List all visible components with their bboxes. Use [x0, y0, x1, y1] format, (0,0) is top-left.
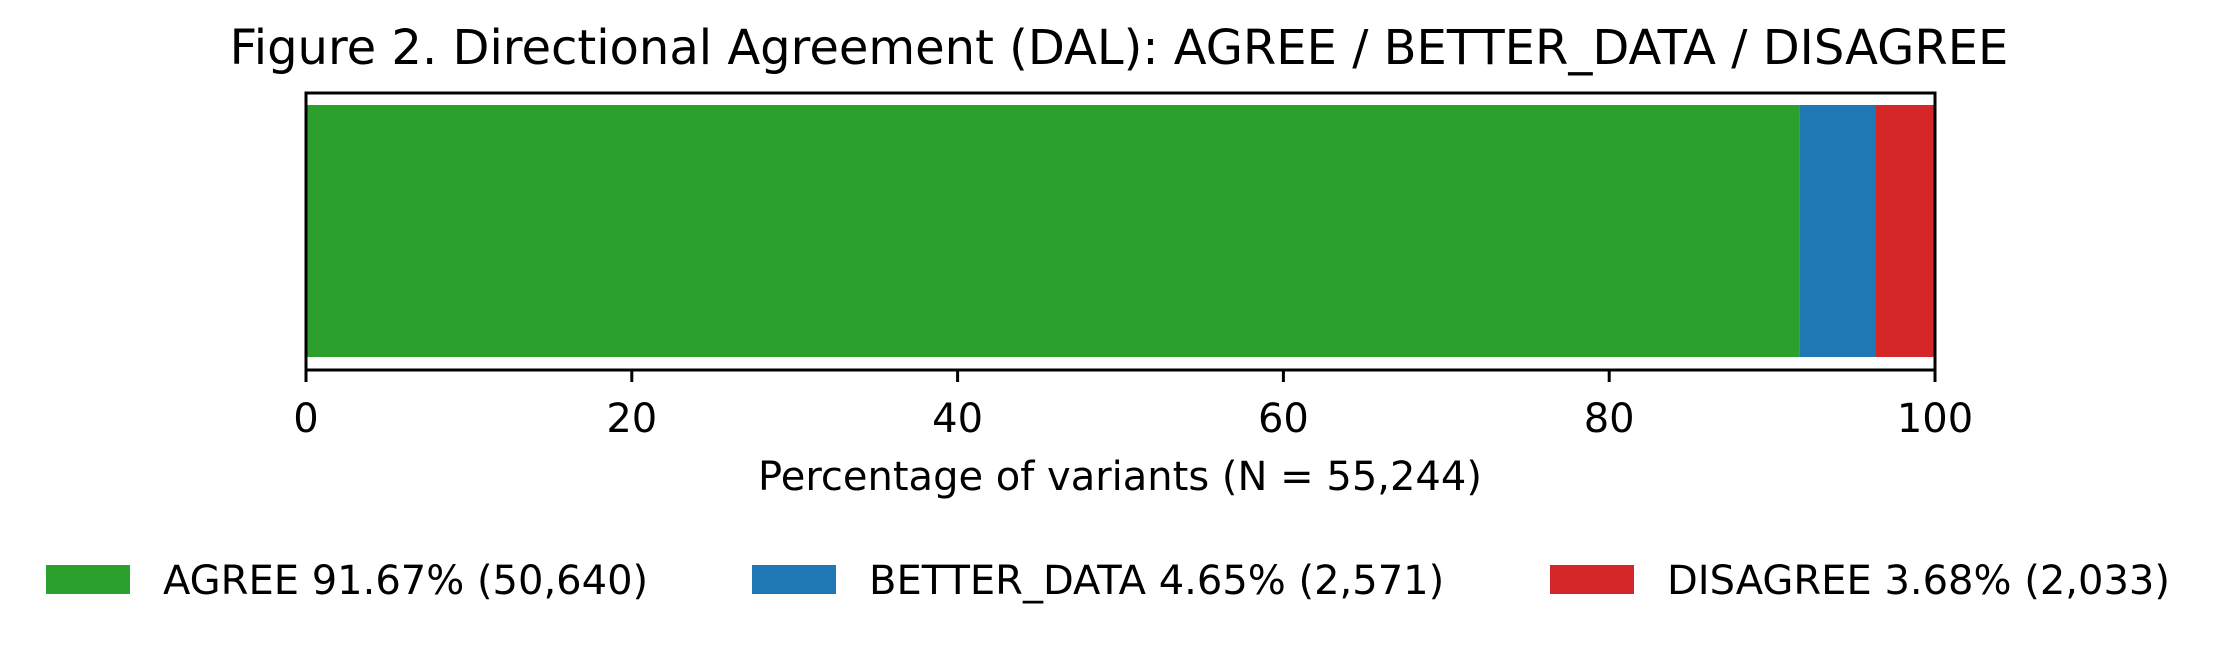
x-tick-label: 20 [606, 396, 657, 442]
bars-group [306, 105, 1935, 357]
x-tick-label: 80 [1584, 396, 1635, 442]
legend-label-better-data: BETTER_DATA 4.65% (2,571) [869, 558, 1444, 604]
x-tick-label: 60 [1258, 396, 1309, 442]
legend-swatch-better-data [752, 565, 836, 594]
x-axis: 0 20 40 60 80 100 [293, 370, 1973, 442]
x-tick-label: 0 [293, 396, 318, 442]
x-tick-label: 40 [932, 396, 983, 442]
plot-frame [304, 91, 1937, 372]
legend-label-disagree: DISAGREE 3.68% (2,033) [1667, 558, 2170, 604]
bar-segment-disagree [1875, 105, 1935, 357]
legend: AGREE 91.67% (50,640) BETTER_DATA 4.65% (… [46, 558, 2170, 604]
x-tick-label: 100 [1897, 396, 1973, 442]
chart-title: Figure 2. Directional Agreement (DAL): A… [230, 20, 2009, 76]
bar-segment-agree [306, 105, 1800, 357]
x-axis-label: Percentage of variants (N = 55,244) [758, 454, 1482, 500]
legend-label-agree: AGREE 91.67% (50,640) [163, 558, 648, 604]
legend-swatch-agree [46, 565, 130, 594]
bar-segment-better-data [1799, 105, 1876, 357]
legend-swatch-disagree [1550, 565, 1634, 594]
